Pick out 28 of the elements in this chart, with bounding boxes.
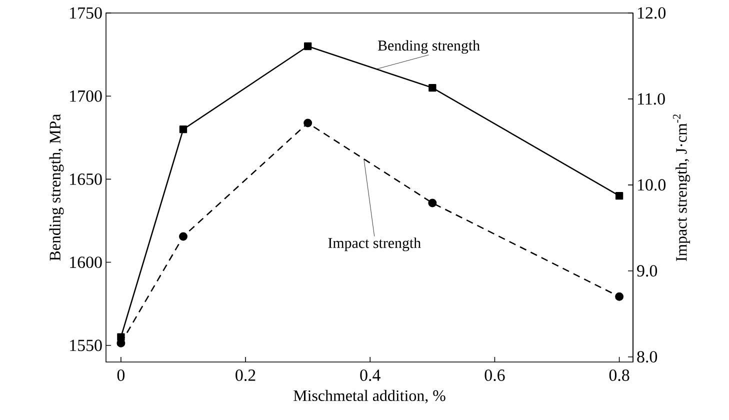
point <box>615 192 624 200</box>
x-tick-label: 0.8 <box>609 370 630 381</box>
text: Impact strength <box>328 238 421 252</box>
x-tick-label: 0 <box>117 370 125 381</box>
y2-tick-label: 12.0 <box>638 7 666 19</box>
x-tick-label: 0.2 <box>236 370 256 381</box>
x-axis-title: Mischmetal addition, % <box>294 390 446 404</box>
y2-tick-label: 8.0 <box>637 351 658 363</box>
y-tick-label: 1700 <box>70 90 102 102</box>
series-label: Bending strength <box>378 40 480 54</box>
point <box>615 292 624 301</box>
y-tick-label: 1750 <box>70 7 102 19</box>
point <box>428 198 437 208</box>
y-tick-label: 1650 <box>70 173 102 185</box>
point <box>179 125 188 134</box>
point <box>304 42 312 50</box>
y2-tick-label: 10.0 <box>638 179 666 191</box>
y2-tick-label: 9.0 <box>637 265 658 277</box>
y-axis-title: Bending strength, MPa <box>49 114 64 261</box>
y2-tick-label: 11.0 <box>638 93 665 105</box>
x-tick-label: 0.6 <box>484 370 505 381</box>
x-tick-label: 0.4 <box>360 370 380 381</box>
point <box>428 84 436 92</box>
point <box>304 118 312 128</box>
y-tick-label: 1600 <box>70 256 102 268</box>
y2-axis-title: Impact strength, J·cm$^{-2}$ <box>673 114 690 262</box>
point <box>179 232 188 241</box>
y-tick-label: 1550 <box>70 340 102 352</box>
